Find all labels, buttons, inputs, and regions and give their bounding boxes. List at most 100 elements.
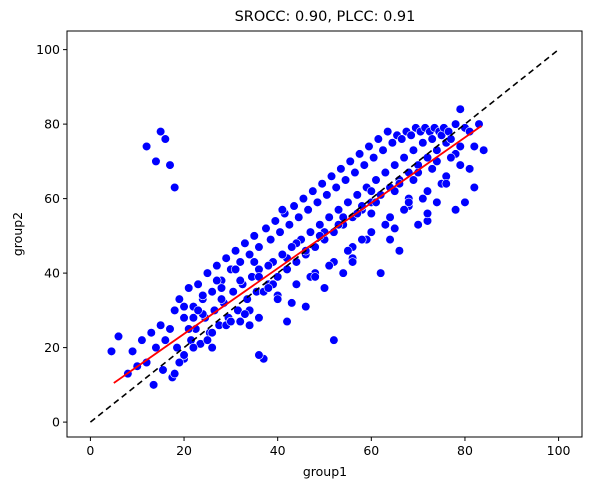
- data-point: [263, 261, 273, 271]
- data-point: [242, 294, 252, 304]
- data-point: [369, 153, 379, 163]
- y-tick-label: 40: [44, 266, 60, 281]
- x-axis-ticks: 0 20 40 60 80 100: [86, 437, 571, 458]
- data-point: [184, 283, 194, 293]
- data-point: [221, 253, 231, 263]
- data-point: [198, 290, 208, 301]
- data-point: [230, 246, 241, 256]
- data-point: [165, 324, 175, 334]
- data-point: [179, 302, 189, 312]
- data-point: [371, 175, 381, 185]
- data-point: [479, 145, 489, 155]
- data-point: [422, 208, 433, 219]
- data-point: [312, 197, 323, 207]
- data-point: [235, 257, 245, 267]
- data-point: [308, 186, 318, 196]
- data-point: [170, 305, 180, 315]
- data-point: [455, 160, 465, 170]
- data-point: [303, 205, 313, 215]
- x-tick-label: 80: [457, 443, 473, 458]
- data-point: [270, 216, 280, 226]
- data-point: [450, 205, 461, 215]
- data-point: [380, 220, 390, 230]
- data-point: [455, 141, 465, 152]
- data-point: [432, 197, 442, 207]
- data-point: [324, 212, 334, 222]
- data-point: [179, 313, 189, 323]
- y-tick-label: 60: [44, 191, 60, 206]
- data-point: [291, 279, 302, 289]
- data-point: [455, 104, 465, 114]
- data-point: [113, 331, 124, 342]
- data-point: [345, 156, 355, 166]
- data-point: [137, 335, 147, 345]
- data-point: [301, 302, 311, 312]
- data-point: [202, 335, 213, 345]
- data-point: [240, 238, 250, 248]
- y-tick-label: 0: [52, 415, 60, 430]
- data-point: [469, 141, 479, 152]
- x-tick-label: 100: [547, 443, 571, 458]
- data-point: [469, 182, 479, 193]
- data-point: [202, 268, 213, 278]
- data-point: [399, 153, 409, 163]
- data-point: [373, 134, 383, 144]
- data-point: [156, 320, 166, 330]
- data-point: [465, 164, 475, 174]
- data-point: [387, 138, 397, 148]
- data-point: [277, 249, 287, 260]
- data-point: [366, 227, 376, 237]
- data-point: [282, 316, 292, 327]
- data-point: [394, 246, 405, 256]
- data-point: [266, 234, 276, 245]
- data-point: [230, 264, 241, 274]
- data-point: [174, 294, 184, 304]
- data-point: [378, 145, 388, 155]
- x-tick-label: 40: [270, 443, 286, 458]
- data-point: [343, 246, 353, 256]
- data-point: [193, 279, 203, 289]
- data-point: [249, 231, 259, 241]
- data-point: [298, 194, 309, 204]
- data-point: [226, 316, 236, 327]
- data-point: [240, 309, 250, 319]
- data-point: [305, 227, 316, 237]
- data-point: [383, 126, 393, 137]
- data-point: [207, 328, 217, 338]
- plot-frame: [66, 30, 583, 438]
- data-point: [294, 212, 304, 222]
- y-tick-label: 100: [36, 42, 60, 57]
- data-point: [106, 346, 117, 356]
- data-point: [216, 283, 227, 293]
- data-point: [149, 380, 159, 390]
- data-point: [254, 313, 264, 323]
- data-point: [310, 272, 320, 282]
- x-tick-label: 20: [176, 443, 192, 458]
- data-point: [366, 208, 376, 219]
- data-point: [287, 242, 297, 252]
- data-point: [273, 294, 283, 304]
- data-point: [188, 313, 199, 323]
- data-point: [289, 201, 299, 211]
- data-point: [329, 335, 339, 345]
- data-point: [427, 164, 437, 174]
- y-tick-label: 20: [44, 340, 60, 355]
- data-point: [235, 275, 245, 286]
- y-tick-label: 80: [44, 117, 60, 132]
- data-point: [397, 134, 407, 144]
- data-point: [141, 141, 152, 152]
- data-point: [165, 160, 175, 170]
- data-point: [244, 320, 255, 330]
- y-axis-label: group2: [10, 212, 25, 256]
- data-point: [170, 182, 180, 193]
- data-point: [287, 298, 297, 308]
- data-point: [338, 268, 348, 278]
- data-point: [418, 194, 428, 204]
- data-point: [249, 257, 259, 267]
- data-point: [333, 205, 344, 215]
- plot-area: [89, 48, 560, 423]
- data-point: [216, 294, 227, 304]
- data-point: [188, 343, 199, 353]
- data-point: [404, 197, 414, 207]
- data-point: [284, 220, 294, 230]
